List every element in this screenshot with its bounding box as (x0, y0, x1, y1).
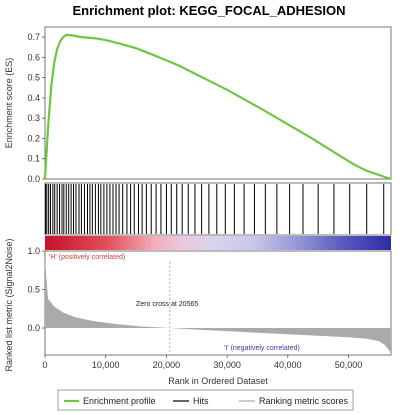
x-axis: 0 10,000 20,000 30,000 40,000 50,000 (42, 355, 362, 370)
es-y-axis-label: Enrichment score (ES) (4, 58, 14, 149)
legend-box (57, 389, 354, 411)
legend-label-enrichment: Enrichment profile (83, 396, 156, 406)
enrichment-plot-area (44, 26, 392, 180)
es-y-tick-label: 0.2 (27, 133, 40, 143)
rm-y-tick-label: 0.5 (27, 285, 40, 295)
es-y-tick-label: 0.0 (27, 174, 40, 184)
ranked-list-color-bar (45, 236, 391, 250)
positive-annotation: 'H' (positively correlated) (49, 254, 125, 261)
rm-y-axis: 1.0 0.5 0.0 (27, 246, 45, 333)
hits-panel (44, 182, 392, 236)
es-y-tick-label: 0.7 (27, 32, 40, 42)
es-y-tick-label: 0.6 (27, 52, 40, 62)
ranking-metric-area (45, 258, 391, 353)
rm-y-tick-label: 1.0 (27, 246, 40, 256)
es-y-tick-label: 0.5 (27, 73, 40, 83)
ranked-metric-plot-area (44, 250, 392, 356)
x-tick-label: 30,000 (213, 360, 241, 370)
chart-title: Enrichment plot: KEGG_FOCAL_ADHESION (72, 3, 345, 18)
x-tick-label: 10,000 (92, 360, 120, 370)
es-y-tick-label: 0.4 (27, 93, 40, 103)
enrichment-panel: 0.0 0.1 0.2 0.3 0.4 0.5 0.6 0.7 Enrichment scor… (4, 26, 392, 184)
es-y-tick-label: 0.1 (27, 154, 40, 164)
legend-label-hits: Hits (193, 396, 209, 406)
negative-annotation: 'I' (negatively correlated) (224, 345, 300, 352)
x-tick-label: 20,000 (153, 360, 181, 370)
rm-y-tick-label: 0.0 (27, 323, 40, 333)
rm-y-axis-label: Ranked list metric (Signal2Noise) (4, 238, 14, 371)
zero-cross-annotation: Zero cross at 20565 (136, 301, 198, 308)
ranked-metric-panel: 1.0 0.5 0.0 'H' (positively correlated) Ze… (4, 238, 392, 386)
x-tick-label: 40,000 (274, 360, 302, 370)
hits-plot-area (44, 182, 392, 236)
x-axis-label: Rank in Ordered Dataset (168, 376, 268, 386)
legend: Enrichment profile Hits Ranking metric s… (57, 389, 354, 411)
enrichment-profile-line (43, 33, 392, 181)
legend-label-ranking: Ranking metric scores (259, 396, 349, 406)
x-tick-label: 0 (42, 360, 47, 370)
x-tick-label: 50,000 (335, 360, 363, 370)
es-y-axis: 0.0 0.1 0.2 0.3 0.4 0.5 0.6 0.7 (27, 32, 45, 184)
hits-bars (45, 184, 385, 234)
es-y-tick-label: 0.3 (27, 113, 40, 123)
